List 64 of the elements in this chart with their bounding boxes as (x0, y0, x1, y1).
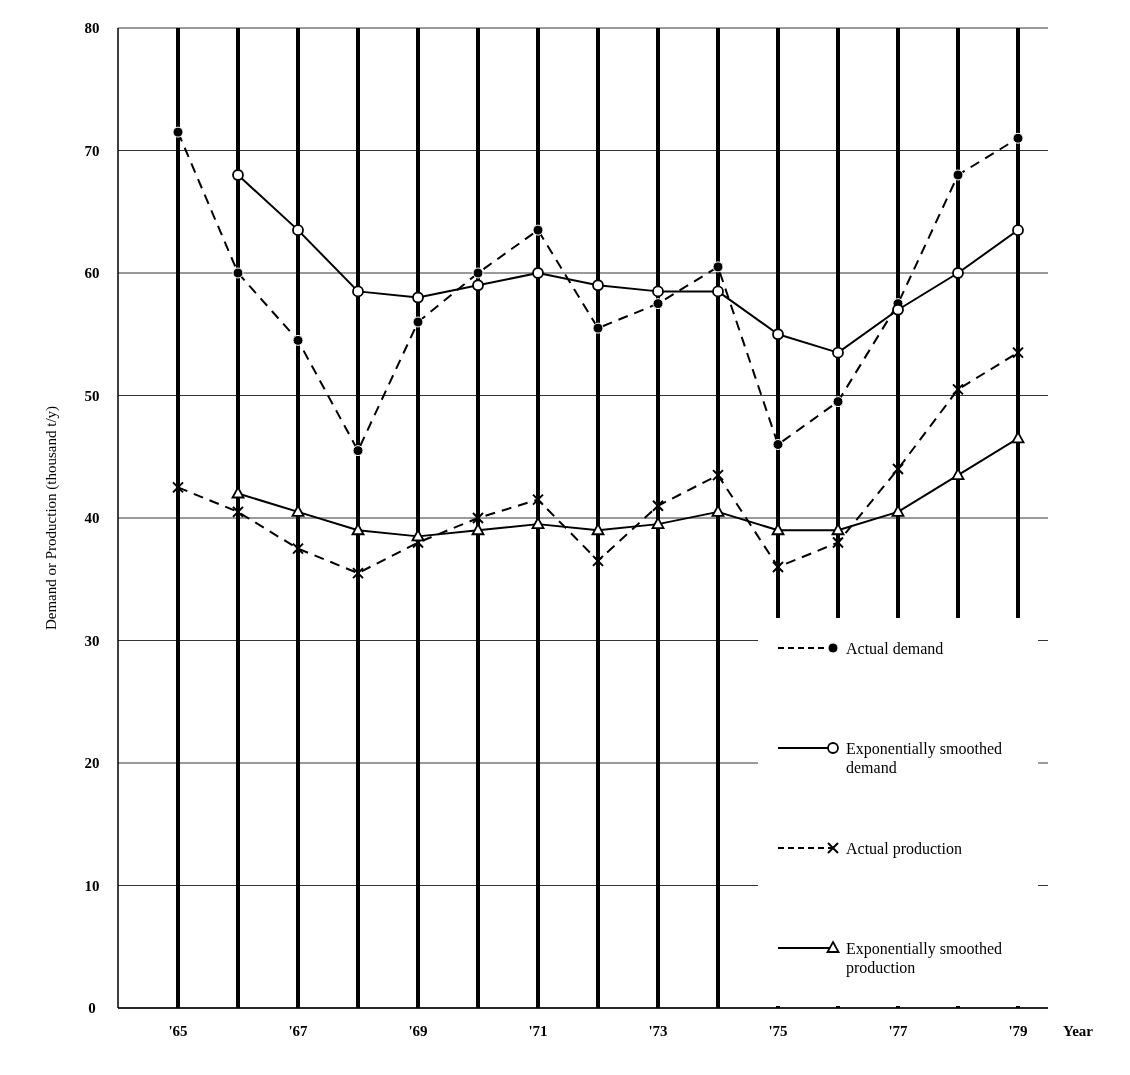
point (592, 279, 604, 292)
point (352, 285, 364, 298)
point (232, 169, 244, 181)
point (412, 291, 424, 304)
point (1012, 224, 1024, 237)
y-tick-label: 60 (84, 265, 100, 282)
y-tick-label: 80 (84, 20, 100, 37)
point (712, 469, 724, 482)
y-tick-label: 20 (84, 755, 100, 772)
y-tick-label: 10 (84, 877, 100, 894)
x-axis-title: Year (1063, 1023, 1094, 1039)
x-tick-label: '65 (168, 1023, 188, 1039)
point (232, 505, 244, 518)
point (952, 383, 964, 396)
point (652, 499, 664, 512)
point (412, 316, 424, 328)
point (772, 561, 784, 573)
point (952, 169, 964, 181)
y-tick-label: 0 (88, 1000, 96, 1017)
x-tick-label: '71 (528, 1023, 548, 1039)
point (352, 445, 364, 457)
point (832, 396, 844, 408)
point (172, 481, 184, 494)
point (892, 463, 904, 475)
point (472, 279, 484, 292)
point (292, 542, 304, 555)
point (712, 285, 724, 298)
point (172, 126, 184, 138)
x-tick-label: '69 (408, 1023, 428, 1039)
point (832, 536, 844, 549)
x-tick-label: '75 (768, 1023, 788, 1039)
point (1012, 132, 1024, 144)
point (532, 224, 544, 236)
y-tick-label: 50 (84, 387, 100, 404)
point (532, 267, 544, 279)
x-tick-label: '77 (888, 1023, 909, 1039)
point (352, 567, 364, 580)
point (532, 493, 544, 506)
point (592, 554, 604, 567)
point (952, 267, 964, 279)
point (292, 224, 304, 237)
legend-label: Exponentially smoothed demand (846, 739, 1002, 776)
point (472, 512, 484, 524)
point (712, 261, 724, 273)
point (832, 346, 844, 359)
point (292, 334, 304, 346)
point (652, 298, 664, 310)
point (1012, 346, 1024, 359)
point (592, 322, 604, 334)
point (232, 267, 244, 279)
legend-label: Actual production (846, 839, 962, 858)
point (472, 267, 484, 279)
y-axis-title: Demand or Production (thousand t/y) (43, 405, 60, 631)
point (772, 439, 784, 450)
y-tick-label: 30 (84, 632, 100, 649)
y-tick-label: 40 (84, 510, 100, 527)
legend-label: Actual demand (846, 639, 944, 657)
point (772, 328, 784, 341)
x-tick-label: '79 (1008, 1023, 1028, 1039)
x-tick-label: '67 (288, 1023, 309, 1039)
x-tick-label: '73 (648, 1023, 668, 1039)
legend-label: Exponentially smoothed production (846, 939, 1002, 977)
y-tick-label: 70 (84, 142, 100, 159)
point (652, 285, 664, 298)
